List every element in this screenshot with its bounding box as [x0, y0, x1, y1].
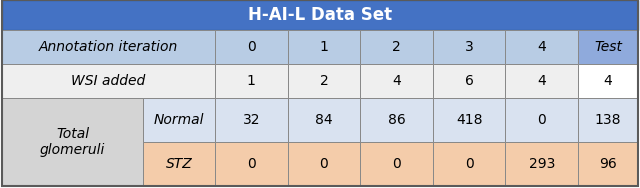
Polygon shape: [360, 98, 433, 142]
Text: 32: 32: [243, 113, 260, 127]
Polygon shape: [360, 142, 433, 186]
Polygon shape: [506, 98, 578, 142]
Polygon shape: [215, 64, 287, 98]
Text: 86: 86: [388, 113, 405, 127]
Text: 1: 1: [247, 74, 256, 88]
Text: 4: 4: [392, 74, 401, 88]
Text: 0: 0: [465, 157, 474, 171]
Polygon shape: [215, 142, 287, 186]
Polygon shape: [578, 64, 638, 98]
Text: 6: 6: [465, 74, 474, 88]
Text: 3: 3: [465, 40, 474, 54]
Text: 4: 4: [604, 74, 612, 88]
Polygon shape: [360, 30, 433, 64]
Text: 2: 2: [392, 40, 401, 54]
Text: 2: 2: [319, 74, 328, 88]
Text: 1: 1: [319, 40, 328, 54]
Text: 0: 0: [538, 113, 546, 127]
Text: Normal: Normal: [154, 113, 204, 127]
Polygon shape: [578, 30, 638, 64]
Polygon shape: [2, 98, 143, 186]
Text: WSI added: WSI added: [72, 74, 146, 88]
Polygon shape: [506, 64, 578, 98]
Text: 4: 4: [538, 40, 546, 54]
Text: STZ: STZ: [166, 157, 193, 171]
Polygon shape: [506, 30, 578, 64]
Polygon shape: [2, 0, 638, 30]
Text: 96: 96: [599, 157, 617, 171]
Polygon shape: [506, 142, 578, 186]
Polygon shape: [2, 30, 215, 64]
Text: Annotation iteration: Annotation iteration: [39, 40, 178, 54]
Polygon shape: [215, 98, 287, 142]
Polygon shape: [433, 64, 506, 98]
Polygon shape: [143, 142, 215, 186]
Text: 0: 0: [392, 157, 401, 171]
Polygon shape: [215, 30, 287, 64]
Polygon shape: [433, 30, 506, 64]
Polygon shape: [287, 30, 360, 64]
Text: 0: 0: [247, 157, 255, 171]
Text: 0: 0: [319, 157, 328, 171]
Text: 418: 418: [456, 113, 483, 127]
Polygon shape: [287, 64, 360, 98]
Text: Total
glomeruli: Total glomeruli: [40, 127, 105, 157]
Polygon shape: [433, 142, 506, 186]
Text: 293: 293: [529, 157, 555, 171]
Polygon shape: [578, 98, 638, 142]
Text: Test: Test: [594, 40, 622, 54]
Polygon shape: [433, 98, 506, 142]
Polygon shape: [287, 142, 360, 186]
Polygon shape: [287, 98, 360, 142]
Polygon shape: [2, 64, 215, 98]
Text: 4: 4: [538, 74, 546, 88]
Polygon shape: [578, 142, 638, 186]
Polygon shape: [360, 64, 433, 98]
Text: 0: 0: [247, 40, 255, 54]
Polygon shape: [143, 98, 215, 142]
Text: 84: 84: [315, 113, 333, 127]
Text: H-AI-L Data Set: H-AI-L Data Set: [248, 6, 392, 24]
Text: 138: 138: [595, 113, 621, 127]
